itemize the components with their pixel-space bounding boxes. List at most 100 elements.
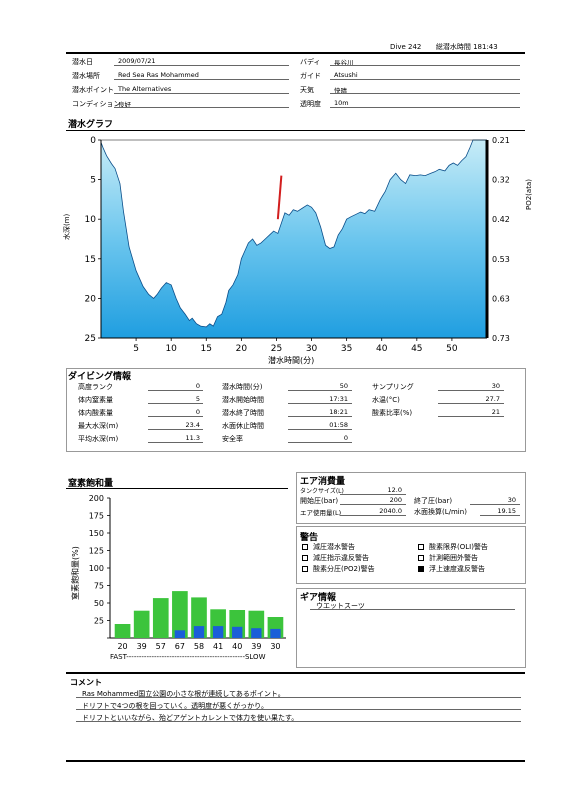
value-underline [438,390,504,391]
gear-item: ウエットスーツ [316,602,365,610]
diving-info-value: 5 [195,395,200,403]
warning-item: 計測範囲外警告 [418,553,478,563]
warning-item: 減圧指示違反警告 [302,553,369,563]
warning-item: 酸素分圧(PO2)警告 [302,564,375,574]
warning-label: 浮上速度違反警告 [429,565,485,573]
diving-info-label: 体内窒素量 [78,396,113,404]
warning-item: 浮上速度違反警告 [418,564,485,574]
x-tick-label: 25 [271,344,282,354]
footer-rule [66,760,525,762]
warning-label: 減圧潜水警告 [313,543,355,551]
depth-axis-label: 水深(m) [63,213,71,240]
end-pressure-value: 30 [507,496,516,504]
y2-tick-label: 0.73 [492,334,510,343]
header-rule [66,52,525,54]
n2-bar-inner [232,626,243,638]
n2-y-tick-label: 200 [89,494,104,503]
diving-info-box [66,368,526,452]
air-title: エア消費量 [300,477,346,487]
diving-info-label: 酸素比率(%) [372,409,413,417]
start-pressure-value: 200 [389,496,402,504]
n2-bar [114,624,131,638]
warning-label: 減圧指示違反警告 [313,554,369,562]
diving-info-label: 平均水深(m) [78,435,119,443]
x-tick-label: 35 [341,344,352,354]
warning-label: 酸素分圧(PO2)警告 [313,565,375,573]
dive-graph: 5 10 15 20 25 30 35 40 45 50 0 5 10 15 20 25 0.21 0.32 0.4… [85,136,510,354]
n2-bar-inner [251,628,262,638]
weather-value: 快晴 [334,87,347,95]
diving-info-value: 0 [195,382,200,390]
n2-y-tick-label: 100 [89,564,104,573]
total-dive-time-label: 総潜水時間 [435,43,471,51]
comment-line-1: Ras Mohammed国立公園の小さな根が連続してあるポイント。 [82,690,285,698]
start-pressure-label: 開始圧(bar) [300,497,339,505]
n2-category-label: 39 [137,642,147,651]
air-use-value: 2040.0 [379,507,402,515]
dive-number: Dive 242 [390,43,422,51]
condition-value: 良好 [118,101,131,109]
diving-info-label: 潜水終了時間 [222,409,264,417]
value-underline [288,442,352,443]
value-underline [438,403,504,404]
visibility-value: 10m [334,99,349,107]
value-underline [438,416,504,417]
n2-bar [152,598,169,638]
n2-bar-inner [270,628,281,638]
n2-category-label: 39 [251,642,261,651]
n2-y-tick-label: 75 [94,582,104,591]
value-underline [288,390,352,391]
n2-bar-inner [193,626,205,638]
n2-y-tick-label: 125 [89,547,104,556]
diving-info-label: 潜水開始時間 [222,396,264,404]
po2-axis-label: PO2(ata) [525,179,533,210]
n2-category-label: 40 [232,642,242,651]
y2-tick-label: 0.63 [492,294,510,303]
value-underline [148,442,203,443]
point-label: 潜水ポイント [72,86,114,94]
value-underline [148,390,203,391]
visibility-label: 透明度 [300,100,321,108]
diving-info-label: 安全率 [222,435,243,443]
depth-area [101,140,487,338]
n2-bar-inner [212,626,224,638]
gear-box [296,588,526,668]
unchecked-box-icon [302,555,308,561]
n2-category-label: 58 [194,642,204,651]
y-tick-label: 25 [85,334,96,344]
value-underline [148,403,203,404]
n2-category-label: 20 [117,642,127,651]
diving-info-value: 50 [339,382,348,390]
n2-y-tick-label: 50 [94,599,104,608]
diving-info-value: 21 [491,408,500,416]
dive-graph-title: 潜水グラフ [68,120,114,130]
y-tick-label: 15 [85,255,96,265]
y2-tick-label: 0.42 [492,215,510,224]
n2-category-label: 57 [156,642,166,651]
warning-item: 酸素限界(OLI)警告 [418,542,488,552]
diving-info-value: 27.7 [485,395,500,403]
x-tick-label: 40 [376,344,388,354]
x-tick-label: 50 [446,344,458,354]
value-underline [288,429,352,430]
diving-info-value: 01:58 [329,421,348,429]
unchecked-box-icon [418,555,424,561]
point-value: The Alternatives [118,85,172,93]
warnings-title: 警告 [300,533,319,543]
place-value: Red Sea Ras Mohammed [118,71,199,79]
diving-info-label: 体内酸素量 [78,409,113,417]
surface-rate-label: 水面換算(L/min) [414,508,467,516]
buddy-label: バディ [300,58,321,66]
total-dive-time-value: 181:43 [473,43,498,51]
checked-box-icon [418,566,424,572]
diving-info-title: ダイビング情報 [68,372,132,382]
dive-time-axis-label: 潜水時間(分) [268,356,315,365]
y-tick-label: 0 [90,136,96,146]
comment-line-3: ドリフトといいながら、殆どアゲントカレントで体力を使い果たす。 [82,714,299,722]
y-tick-label: 10 [85,215,97,225]
place-label: 潜水場所 [72,72,100,80]
n2-category-label: 67 [175,642,185,651]
y2-tick-label: 0.21 [492,136,510,145]
nitrogen-title: 窒素飽和量 [68,479,114,489]
warning-label: 酸素限界(OLI)警告 [429,543,488,551]
